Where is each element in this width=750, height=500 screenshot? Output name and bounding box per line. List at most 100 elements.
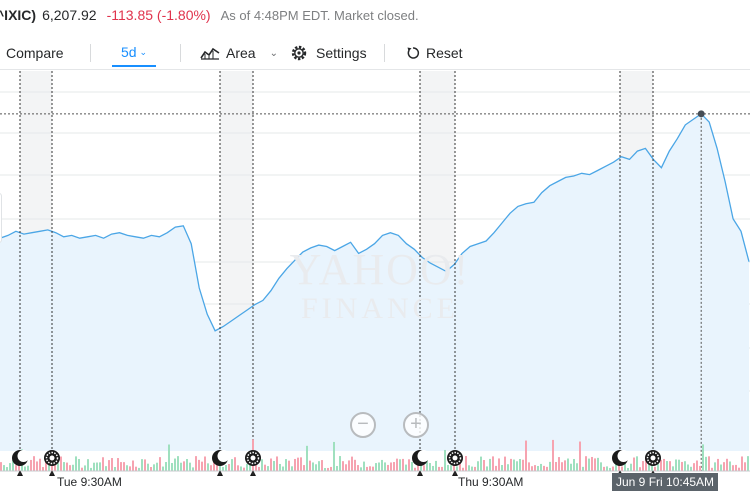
volume-bar [606,466,608,471]
range-selector[interactable]: 5d ⌄ [112,39,156,67]
volume-bar [387,464,389,471]
volume-bar [711,467,713,471]
volume-bar [675,459,677,471]
volume-bar [114,467,116,471]
compare-label: Compare [6,45,64,61]
settings-button[interactable]: Settings [290,36,367,70]
sun-icon [650,455,656,461]
volume-bar [489,458,491,471]
volume-bar [627,467,629,471]
volume-bar [195,456,197,471]
volume-bar [471,466,473,471]
volume-bar [369,466,371,471]
volume-bar [321,460,323,471]
volume-bar [534,465,536,471]
compare-button[interactable]: Compare [6,36,64,70]
volume-bar [225,464,227,471]
volume-bar [126,465,128,471]
volume-bar [630,463,632,471]
chart-canvas[interactable] [0,71,750,500]
volume-bar [450,465,452,471]
volume-bar [246,463,248,471]
volume-bar [87,459,89,471]
volume-bar [258,466,260,471]
volume-bar [654,466,656,471]
range-label: 5d [120,44,137,60]
volume-bar [597,457,599,471]
volume-bar [36,461,38,471]
volume-bar [672,466,674,471]
zoom-in-icon[interactable]: + [403,412,429,438]
volume-bar [243,467,245,471]
volume-bar [537,465,539,471]
volume-bar [318,461,320,471]
volume-bar [168,444,170,471]
volume-bar [285,459,287,471]
volume-bar [294,458,296,471]
volume-bar [510,458,512,471]
moon-icon [217,450,230,462]
volume-bar [378,462,380,471]
volume-bar [360,467,362,471]
crosshair-point[interactable] [697,110,705,118]
chart-edge-panel [0,193,2,243]
price-chart[interactable]: YAHOO! FINANCE − + Tue 9:30AM Thu 9:30AM… [0,71,750,500]
price-line[interactable] [0,112,750,332]
sun-icon [49,455,55,461]
volume-bar [261,459,263,471]
volume-bar [411,462,413,471]
volume-bar [48,460,50,471]
volume-bar [573,458,575,471]
sun-icon [45,451,59,465]
volume-bar [123,462,125,471]
volume-bar [426,457,428,471]
volume-bar [714,462,716,471]
volume-bar [468,465,470,471]
chart-toolbar: Compare 5d ⌄ Area ⌄ Settings Reset [0,36,750,70]
volume-bar [9,463,11,471]
crosshair-x-label: Jun 9 Fri 10:45AM [612,473,719,491]
market-status: As of 4:48PM EDT. Market closed. [220,7,419,23]
volume-bar [333,441,335,471]
volume-bar [735,464,737,471]
sun-icon [250,455,256,461]
volume-bar [357,465,359,471]
volume-bar [237,465,239,471]
volume-bar [66,462,68,471]
volume-bar [453,463,455,471]
volume-bar [303,465,305,471]
volume-bar [522,459,524,471]
volume-bar [399,459,401,471]
volume-bar [591,456,593,471]
volume-bar [282,466,284,471]
volume-bar [444,449,446,471]
volume-bar [708,456,710,471]
volume-bar [429,463,431,471]
volume-bar [231,459,233,471]
volume-bar [351,456,353,471]
volume-bar [81,467,83,471]
volume-bar [504,456,506,471]
moon-icon [417,450,430,462]
reset-button[interactable]: Reset [406,36,463,70]
volume-bar [60,456,62,471]
volume-bar [165,462,167,471]
volume-bar [678,459,680,471]
settings-label: Settings [316,45,367,61]
volume-bar [90,467,92,471]
volume-bar [702,444,704,471]
volume-bar [267,466,269,471]
volume-bar [738,467,740,471]
chart-type-selector[interactable]: Area ⌄ [200,36,278,70]
volume-bar [204,456,206,471]
volume-bar [327,467,329,471]
reset-icon [407,47,420,59]
volume-bar [567,458,569,471]
toolbar-divider [90,44,91,62]
volume-bar [270,458,272,471]
volume-bar [600,462,602,471]
volume-bar [273,460,275,471]
volume-bar [501,465,503,471]
volume-bar [144,459,146,471]
zoom-out-icon[interactable]: − [350,412,376,438]
